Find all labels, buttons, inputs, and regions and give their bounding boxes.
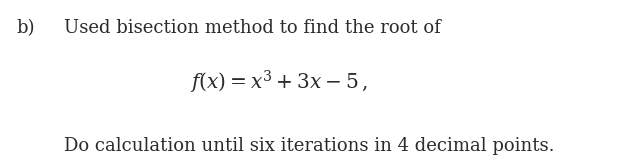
Text: $f(x) = x^3 + 3x - 5\,,$: $f(x) = x^3 + 3x - 5\,,$ [190,69,367,96]
Text: Do calculation until six iterations in 4 decimal points.: Do calculation until six iterations in 4… [64,137,555,155]
Text: Used bisection method to find the root of: Used bisection method to find the root o… [64,19,441,37]
Text: b): b) [16,19,35,37]
